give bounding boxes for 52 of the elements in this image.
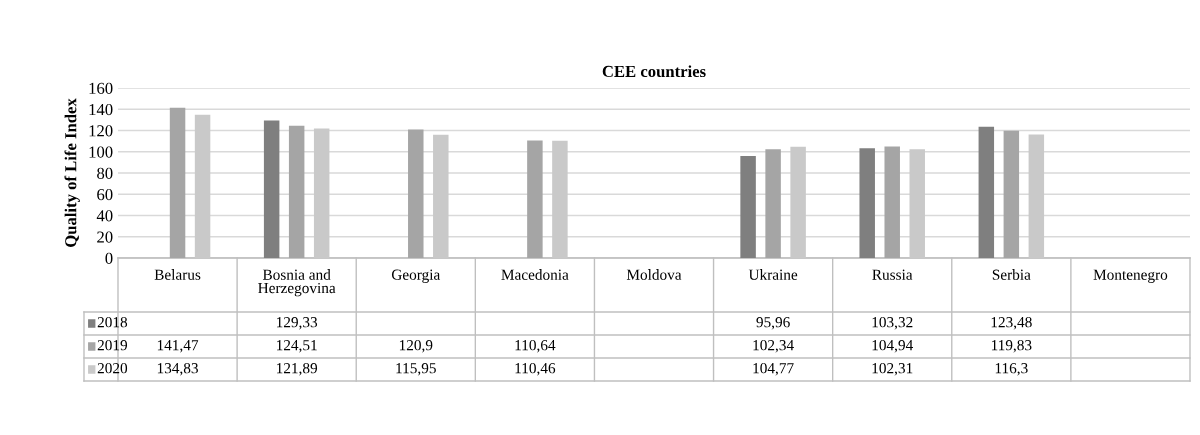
y-tick-label: 20 bbox=[97, 231, 113, 243]
y-tick-label: 160 bbox=[89, 82, 113, 94]
x-tick-label: Macedonia bbox=[501, 269, 569, 280]
data-label: 103,32 bbox=[872, 317, 913, 330]
y-tick-label: 120 bbox=[89, 125, 113, 137]
x-tick-label: Belarus bbox=[154, 269, 201, 280]
data-label: 134,83 bbox=[157, 363, 198, 376]
data-label: 104,77 bbox=[753, 363, 794, 376]
legend-label: 2020 bbox=[97, 363, 128, 374]
bar bbox=[978, 126, 995, 258]
bar bbox=[884, 146, 900, 258]
bar bbox=[527, 140, 543, 258]
x-tick-label: Serbia bbox=[992, 269, 1031, 280]
bar bbox=[765, 149, 781, 258]
y-tick-label: 100 bbox=[89, 146, 113, 158]
bar bbox=[408, 129, 424, 258]
chart-title: CEE countries bbox=[602, 65, 706, 78]
data-label: 141,47 bbox=[157, 340, 199, 353]
bar bbox=[263, 120, 280, 258]
y-tick-label: 0 bbox=[105, 252, 113, 264]
y-tick-label: 140 bbox=[89, 103, 113, 116]
legend-label: 2019 bbox=[97, 340, 128, 351]
data-label: 116,3 bbox=[995, 363, 1028, 376]
y-tick-label: 60 bbox=[97, 188, 113, 201]
y-tick-label: 80 bbox=[97, 167, 113, 179]
x-tick-label: Montenegro bbox=[1093, 269, 1168, 283]
x-tick-label: Bosnia and Herzegovina bbox=[258, 269, 336, 297]
bar bbox=[859, 148, 875, 258]
data-label: 123,48 bbox=[991, 317, 1032, 330]
data-label: 121,89 bbox=[277, 363, 318, 376]
data-label: 104,94 bbox=[872, 340, 913, 353]
data-label: 102,34 bbox=[753, 340, 794, 353]
data-label: 129,33 bbox=[277, 317, 318, 330]
bar bbox=[169, 107, 186, 258]
data-label: 120,9 bbox=[399, 340, 433, 353]
x-tick-label: Russia bbox=[872, 269, 913, 280]
data-label: 95,96 bbox=[756, 317, 790, 330]
legend-label: 2018 bbox=[97, 317, 128, 328]
data-label: 115,95 bbox=[396, 363, 436, 376]
x-tick-label: Georgia bbox=[391, 269, 441, 283]
bar bbox=[1003, 130, 1020, 258]
data-label: 110,46 bbox=[515, 363, 556, 376]
y-tick-label: 40 bbox=[96, 210, 113, 222]
y-axis-title: Quality of Life Index bbox=[64, 98, 80, 247]
bar bbox=[740, 156, 756, 258]
bar bbox=[288, 125, 305, 258]
data-label: 119,83 bbox=[991, 340, 1032, 353]
x-tick-label: Ukraine bbox=[748, 269, 798, 280]
data-label: 102,31 bbox=[872, 363, 913, 376]
data-label: 124,51 bbox=[277, 340, 317, 353]
data-label: 110,64 bbox=[515, 340, 556, 353]
x-tick-label: Moldova bbox=[626, 269, 682, 280]
